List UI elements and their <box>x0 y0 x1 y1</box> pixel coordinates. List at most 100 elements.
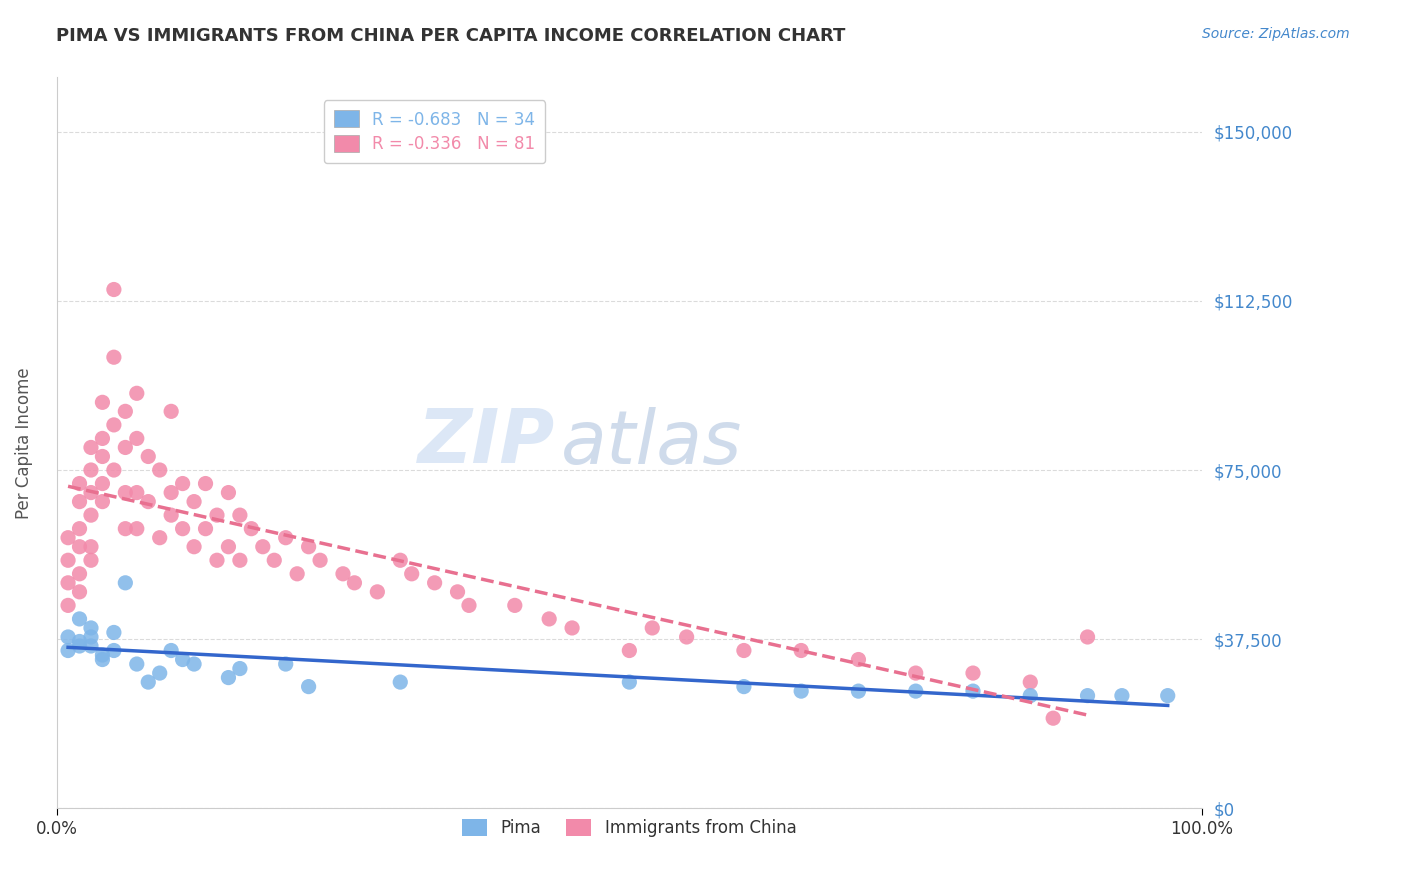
Point <box>332 566 354 581</box>
Point <box>962 666 984 681</box>
Point <box>149 666 172 681</box>
Point <box>848 684 870 698</box>
Point <box>285 566 308 581</box>
Point <box>80 485 103 500</box>
Point <box>91 652 114 666</box>
Point <box>80 639 103 653</box>
Point <box>183 540 205 554</box>
Point <box>91 395 114 409</box>
Point <box>1077 630 1099 644</box>
Point <box>1019 689 1042 703</box>
Point <box>114 404 136 418</box>
Point <box>503 599 526 613</box>
Point <box>1077 689 1099 703</box>
Point <box>298 540 321 554</box>
Point <box>80 540 103 554</box>
Point <box>1042 711 1064 725</box>
Point <box>904 684 927 698</box>
Text: PIMA VS IMMIGRANTS FROM CHINA PER CAPITA INCOME CORRELATION CHART: PIMA VS IMMIGRANTS FROM CHINA PER CAPITA… <box>56 27 845 45</box>
Point <box>217 540 239 554</box>
Point <box>848 652 870 666</box>
Point <box>80 630 103 644</box>
Point <box>103 625 125 640</box>
Point <box>1157 689 1180 703</box>
Point <box>1019 675 1042 690</box>
Legend: Pima, Immigrants from China: Pima, Immigrants from China <box>456 813 803 844</box>
Point <box>69 585 91 599</box>
Point <box>1111 689 1133 703</box>
Point <box>183 657 205 671</box>
Point <box>125 432 148 446</box>
Point <box>904 666 927 681</box>
Point <box>619 675 641 690</box>
Point <box>263 553 285 567</box>
Point <box>389 553 412 567</box>
Point <box>103 643 125 657</box>
Point <box>790 643 813 657</box>
Point <box>172 652 194 666</box>
Point <box>343 575 366 590</box>
Point <box>91 476 114 491</box>
Point <box>252 540 274 554</box>
Point <box>274 657 297 671</box>
Y-axis label: Per Capita Income: Per Capita Income <box>15 368 32 519</box>
Point <box>149 463 172 477</box>
Point <box>401 566 423 581</box>
Point <box>172 522 194 536</box>
Text: ZIP: ZIP <box>418 407 555 479</box>
Point <box>423 575 446 590</box>
Point <box>538 612 561 626</box>
Point <box>217 485 239 500</box>
Point <box>125 386 148 401</box>
Point <box>125 522 148 536</box>
Point <box>69 634 91 648</box>
Point <box>172 476 194 491</box>
Point <box>446 585 468 599</box>
Point <box>80 553 103 567</box>
Point <box>69 476 91 491</box>
Text: Source: ZipAtlas.com: Source: ZipAtlas.com <box>1202 27 1350 41</box>
Point <box>103 283 125 297</box>
Text: atlas: atlas <box>561 407 742 479</box>
Point <box>136 494 159 508</box>
Point <box>103 417 125 432</box>
Point <box>56 531 79 545</box>
Point <box>69 612 91 626</box>
Point <box>114 575 136 590</box>
Point <box>91 450 114 464</box>
Point <box>80 621 103 635</box>
Point <box>229 662 252 676</box>
Point <box>205 553 228 567</box>
Point <box>136 675 159 690</box>
Point <box>229 508 252 523</box>
Point <box>80 463 103 477</box>
Point <box>298 680 321 694</box>
Point <box>69 566 91 581</box>
Point <box>194 476 217 491</box>
Point <box>366 585 388 599</box>
Point <box>240 522 263 536</box>
Point <box>160 404 183 418</box>
Point <box>103 463 125 477</box>
Point <box>458 599 481 613</box>
Point <box>114 485 136 500</box>
Point <box>160 508 183 523</box>
Point <box>91 648 114 662</box>
Point <box>91 494 114 508</box>
Point <box>561 621 583 635</box>
Point <box>733 643 755 657</box>
Point <box>56 599 79 613</box>
Point <box>149 531 172 545</box>
Point <box>56 643 79 657</box>
Point <box>56 575 79 590</box>
Point <box>183 494 205 508</box>
Point <box>205 508 228 523</box>
Point <box>619 643 641 657</box>
Point <box>69 540 91 554</box>
Point <box>69 494 91 508</box>
Point <box>217 671 239 685</box>
Point <box>962 684 984 698</box>
Point <box>80 508 103 523</box>
Point <box>274 531 297 545</box>
Point <box>56 553 79 567</box>
